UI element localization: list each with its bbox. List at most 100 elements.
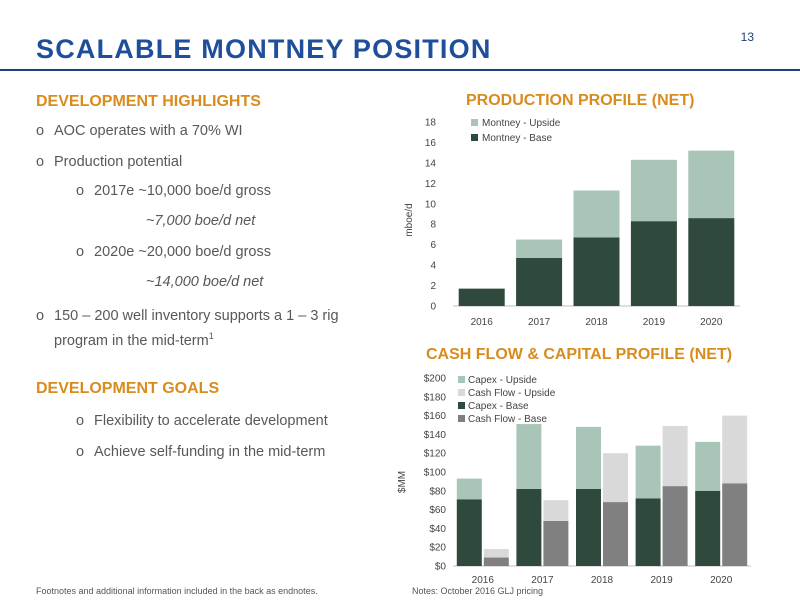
production-bar-base [688, 218, 735, 306]
production-ytick: 12 [425, 179, 437, 190]
cashflow-ytick: $160 [424, 411, 447, 422]
cashflow-ylabel: $MM [397, 471, 408, 493]
cashflow-ytick: $60 [429, 505, 446, 516]
cashflow-bar-base [543, 520, 569, 566]
highlights-heading: DEVELOPMENT HIGHLIGHTS [36, 93, 261, 110]
cashflow-legend-swatch [458, 415, 465, 422]
cashflow-bar-upside [722, 415, 748, 484]
cashflow-ytick: $180 [424, 392, 447, 403]
cashflow-ytick: $0 [435, 562, 447, 573]
cashflow-bar-upside [662, 425, 688, 487]
production-ytick: 10 [425, 199, 437, 210]
production-ytick: 18 [425, 118, 437, 129]
production-bar-upside [630, 159, 677, 222]
bullet-operates-text: AOC operates with a 70% WI [54, 123, 243, 139]
bullet-mark: o [76, 413, 85, 429]
sub-bullet-2017-net: ~7,000 boe/d net [146, 213, 256, 229]
goals-heading: DEVELOPMENT GOALS [36, 380, 220, 397]
sub-bullet-2020-net: ~14,000 boe/d net [146, 274, 264, 290]
cashflow-bar-upside [543, 500, 569, 521]
production-legend-swatch [471, 134, 478, 141]
bullet-mark: o [76, 244, 85, 260]
sub-bullet-2017: o 2017e ~10,000 boe/d gross [76, 183, 271, 199]
bullet-mark: o [76, 183, 85, 199]
production-xtick: 2019 [643, 317, 666, 328]
footer-endnotes: Footnotes and additional information inc… [36, 586, 318, 596]
page-number: 13 [740, 30, 754, 44]
capex-bar-upside [576, 426, 601, 489]
cashflow-ytick: $100 [424, 468, 447, 479]
cashflow-ytick: $120 [424, 449, 447, 460]
cashflow-xtick: 2018 [591, 575, 614, 586]
capex-bar-base [456, 499, 482, 566]
sub-bullet-2020-text: 2020e ~20,000 boe/d gross [94, 244, 271, 260]
production-xtick: 2020 [700, 317, 723, 328]
page-title: SCALABLE MONTNEY POSITION [36, 34, 492, 64]
production-ytick: 8 [430, 220, 436, 231]
production-bar-upside [516, 239, 563, 258]
cashflow-ytick: $140 [424, 430, 447, 441]
cashflow-xtick: 2019 [650, 575, 673, 586]
cashflow-bar-base [662, 486, 688, 566]
cashflow-bar-base [722, 483, 748, 566]
production-ytick: 4 [430, 261, 436, 272]
capex-bar-upside [516, 424, 542, 489]
capex-bar-upside [695, 441, 721, 491]
title-rule [0, 69, 800, 71]
cashflow-legend-swatch [458, 389, 465, 396]
cashflow-ytick: $40 [429, 524, 446, 535]
production-xtick: 2018 [585, 317, 608, 328]
production-xtick: 2017 [528, 317, 551, 328]
production-bar-base [458, 288, 505, 306]
cashflow-legend-label: Cash Flow - Upside [468, 388, 556, 399]
goal-self-funding: o Achieve self-funding in the mid-term [76, 444, 325, 460]
cashflow-bar-base [603, 502, 628, 566]
bullet-inventory-text-1: 150 – 200 well inventory supports a 1 – … [54, 308, 339, 324]
cashflow-bar-base [483, 557, 509, 566]
cashflow-ytick: $20 [429, 543, 446, 554]
bullet-mark: o [36, 154, 45, 170]
bullet-operates: o AOC operates with a 70% WI [36, 121, 243, 141]
production-bar-base [630, 221, 677, 306]
capex-bar-base [635, 498, 661, 566]
cashflow-bar-upside [603, 453, 628, 503]
capex-bar-upside [456, 478, 482, 500]
bullet-mark: o [76, 444, 85, 460]
capex-bar-base [695, 490, 721, 566]
bullet-mark: o [36, 123, 45, 139]
production-legend-label: Montney - Base [482, 133, 552, 144]
production-ytick: 2 [430, 281, 436, 292]
production-legend-swatch [471, 119, 478, 126]
bullet-inventory: o 150 – 200 well inventory supports a 1 –… [36, 306, 396, 351]
production-xtick: 2016 [471, 317, 494, 328]
goal-flexibility: o Flexibility to accelerate development [76, 413, 328, 429]
cashflow-ytick: $80 [429, 486, 446, 497]
sub-bullet-2017-text: 2017e ~10,000 boe/d gross [94, 183, 271, 199]
cashflow-chart-title: CASH FLOW & CAPITAL PROFILE (NET) [426, 346, 733, 363]
cashflow-xtick: 2016 [472, 575, 495, 586]
production-legend-label: Montney - Upside [482, 118, 561, 129]
capex-bar-base [576, 488, 601, 566]
goal-self-funding-text: Achieve self-funding in the mid-term [94, 444, 326, 460]
production-ytick: 14 [425, 158, 437, 169]
footer-pricing-note: Notes: October 2016 GLJ pricing [412, 586, 544, 596]
cashflow-xtick: 2017 [531, 575, 554, 586]
production-bar-upside [573, 190, 620, 238]
cashflow-legend-label: Capex - Base [468, 401, 529, 412]
capex-bar-base [516, 488, 542, 566]
capex-bar-upside [635, 445, 661, 499]
bullet-mark: o [36, 308, 45, 324]
production-chart-title: PRODUCTION PROFILE (NET) [466, 92, 695, 109]
cashflow-legend-swatch [458, 376, 465, 383]
cashflow-legend-swatch [458, 402, 465, 409]
production-bar-base [573, 237, 620, 306]
sub-bullet-2020: o 2020e ~20,000 boe/d gross [76, 244, 271, 260]
cashflow-xtick: 2020 [710, 575, 733, 586]
cashflow-chart: $0 $20 $40 $60 $80 $100 $120 $140 $160 $180 $200 2… [397, 374, 751, 586]
production-chart: 0 2 4 6 8 10 12 14 16 18 2016 2017 2018 2019 2020 Mon… [404, 118, 740, 328]
goal-flexibility-text: Flexibility to accelerate development [94, 413, 328, 429]
cashflow-bar-upside [483, 549, 509, 558]
cashflow-legend-label: Capex - Upside [468, 375, 537, 386]
bullet-production: o Production potential [36, 152, 182, 172]
cashflow-ytick: $200 [424, 374, 447, 385]
